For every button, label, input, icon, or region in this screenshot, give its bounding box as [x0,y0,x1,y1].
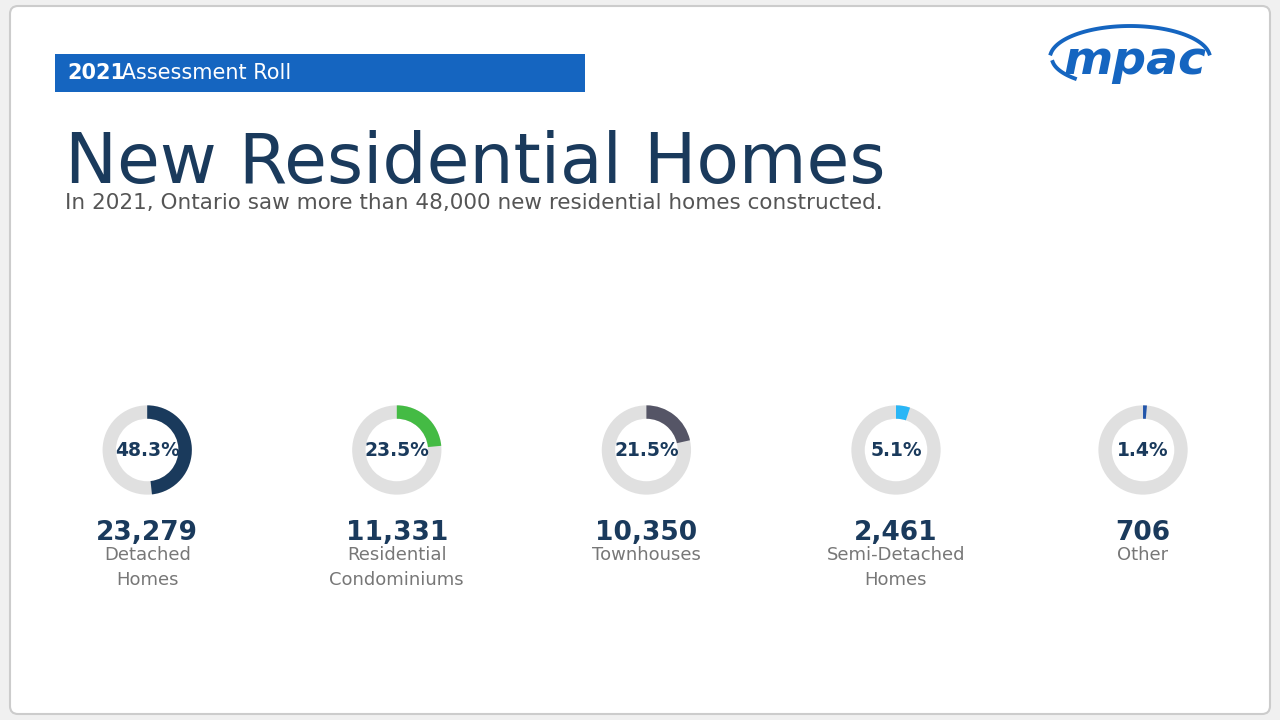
Text: 48.3%: 48.3% [115,441,179,459]
Wedge shape [602,405,691,495]
Wedge shape [102,405,192,495]
Text: Residential
Condominiums: Residential Condominiums [329,546,465,589]
Text: Semi-Detached
Homes: Semi-Detached Homes [827,546,965,589]
Text: 23.5%: 23.5% [365,441,429,459]
Wedge shape [646,405,690,444]
Text: In 2021, Ontario saw more than 48,000 new residential homes constructed.: In 2021, Ontario saw more than 48,000 ne… [65,193,883,213]
Wedge shape [147,405,192,495]
Text: 21.5%: 21.5% [614,441,678,459]
Text: Townhouses: Townhouses [591,546,701,564]
Wedge shape [397,405,442,447]
Wedge shape [896,405,910,420]
FancyBboxPatch shape [55,54,585,92]
Wedge shape [1098,405,1188,495]
Text: 2,461: 2,461 [854,520,938,546]
Text: 10,350: 10,350 [595,520,698,546]
Text: 11,331: 11,331 [346,520,448,546]
Text: Other: Other [1117,546,1169,564]
Text: Detached
Homes: Detached Homes [104,546,191,589]
Text: 5.1%: 5.1% [870,441,922,459]
Wedge shape [851,405,941,495]
Text: 1.4%: 1.4% [1117,441,1169,459]
Text: New Residential Homes: New Residential Homes [65,130,886,197]
FancyBboxPatch shape [10,6,1270,714]
Text: 2021: 2021 [67,63,125,83]
Text: 23,279: 23,279 [96,520,198,546]
Wedge shape [352,405,442,495]
Wedge shape [1143,405,1147,419]
Text: 706: 706 [1115,520,1171,546]
Text: Assessment Roll: Assessment Roll [115,63,292,83]
Text: mpac: mpac [1064,40,1207,84]
